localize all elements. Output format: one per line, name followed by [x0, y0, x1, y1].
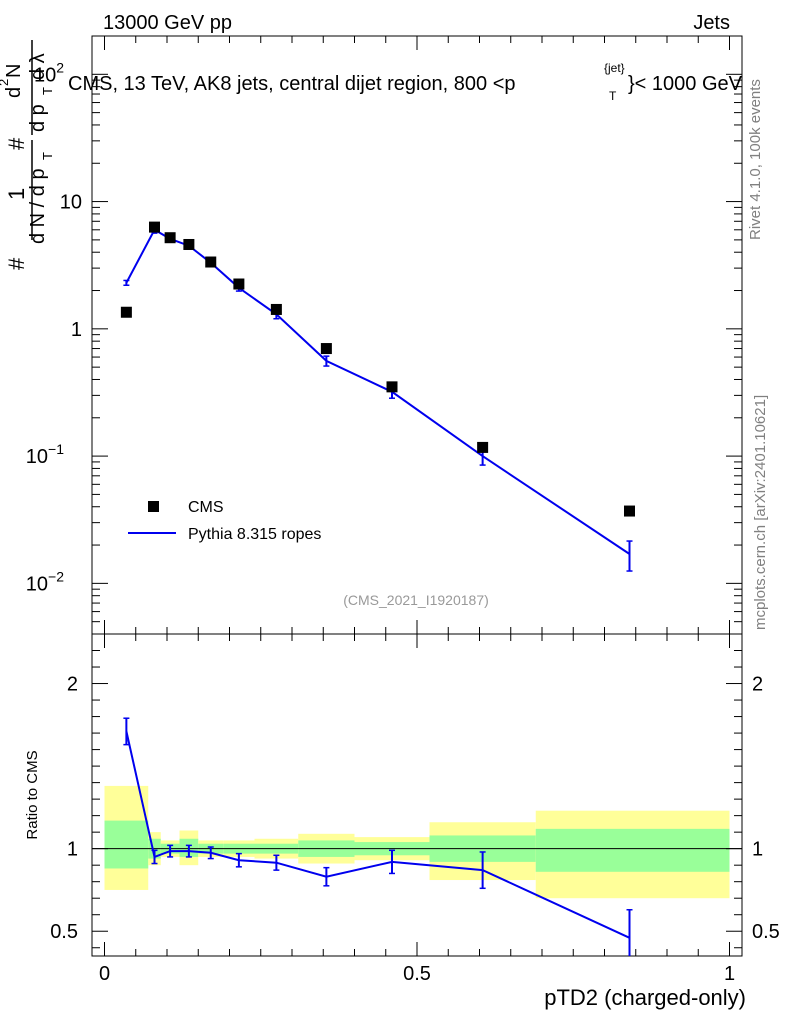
ratio-y-axis: 0.5 0.5 1 1 2 2 — [50, 650, 780, 949]
ratio-inner-band — [535, 828, 730, 872]
legend-cms-marker — [148, 501, 159, 512]
legend-cms-label: CMS — [188, 499, 224, 516]
cms-data-point — [624, 505, 635, 517]
analysis-watermark: (CMS_2021_I1920187) — [343, 592, 489, 608]
cms-data-point — [386, 381, 398, 393]
legend-pythia-label: Pythia 8.315 ropes — [188, 526, 321, 543]
y-label-exponent-2: 2 — [0, 79, 11, 86]
cms-data-point — [477, 441, 489, 453]
header-energy: 13000 GeV pp — [103, 12, 232, 34]
y-tick-label: 1 — [71, 319, 82, 341]
y-tick-label: 10 — [60, 192, 82, 214]
main-plot-panel: 10−2 10−1 1 10 102 # 1 d N / d p T # d 2 N d… — [0, 35, 743, 635]
ratio-y-tick-label-right: 2 — [752, 674, 763, 696]
y-tick-label: 102 — [34, 59, 64, 86]
ratio-y-tick-label-left: 1 — [67, 839, 78, 861]
y-label-dn-dpt: d N / d p — [27, 168, 49, 244]
x-tick-label: 1 — [724, 963, 735, 985]
x-tick-label: 0.5 — [403, 963, 431, 985]
y-label-hash-1: # — [4, 257, 29, 270]
y-label-dlambda: d λ — [27, 53, 49, 80]
ratio-y-tick-label-right: 1 — [752, 839, 763, 861]
plot-title: CMS, 13 TeV, AK8 jets, central dijet reg… — [68, 61, 743, 103]
mcplots-label: mcplots.cern.ch [arXiv:2401.10621] — [752, 395, 769, 630]
y-label-t-sub-1: T — [40, 152, 55, 160]
y-label-t-sub-2: T — [40, 87, 55, 95]
y-label-hash-2: # — [4, 137, 29, 150]
main-y-axis-label: # 1 d N / d p T # d 2 N d p T d λ — [0, 40, 55, 270]
y-label-d2: d — [3, 87, 25, 98]
main-plot-data — [120, 221, 635, 572]
ratio-plot-panel: 0.5 0.51 12 2 0 0.5 1 Ratio to CMS pTD2 (char… — [24, 633, 780, 1010]
ratio-plot-frame — [91, 633, 743, 957]
y-label-one: 1 — [4, 188, 29, 200]
ratio-y-axis-label: Ratio to CMS — [24, 750, 41, 839]
y-label-dp: d p — [27, 104, 49, 132]
cms-data-point — [149, 221, 160, 233]
plot-title-sub: T — [609, 89, 617, 103]
y-tick-label: 10−1 — [26, 441, 64, 468]
main-x-axis — [104, 36, 730, 634]
cms-data-point — [164, 232, 176, 244]
y-label-n: N — [3, 64, 25, 78]
cms-data-point — [270, 303, 282, 315]
ratio-y-tick-label-right: 0.5 — [752, 921, 780, 943]
x-tick-label: 0 — [99, 963, 110, 985]
ratio-y-tick-label-left: 2 — [67, 674, 78, 696]
legend: CMS Pythia 8.315 ropes — [128, 499, 321, 543]
cms-data-point — [183, 238, 195, 250]
ratio-plot-data — [123, 717, 633, 956]
ratio-inner-band — [104, 820, 149, 869]
ratio-y-tick-label-left: 0.5 — [50, 921, 78, 943]
cms-data-point — [320, 343, 332, 355]
ratio-x-axis: 0 0.5 1 — [99, 634, 735, 985]
main-plot-frame — [91, 35, 743, 635]
y-tick-label: 10−2 — [26, 568, 64, 595]
x-axis-label: pTD2 (charged-only) — [544, 985, 746, 1010]
plot-title-post: }< 1000 GeV — [628, 73, 743, 95]
plot-title-pre: CMS, 13 TeV, AK8 jets, central dijet reg… — [68, 73, 516, 95]
header-process: Jets — [693, 12, 730, 34]
cms-data-point — [233, 278, 245, 290]
cms-data-point — [205, 256, 217, 268]
plot-title-sup: {jet} — [604, 61, 625, 75]
rivet-version-label: Rivet 4.1.0, 100k events — [747, 79, 764, 240]
ratio-uncertainty-bands — [92, 785, 742, 899]
cms-data-point — [120, 306, 132, 318]
main-y-axis: 10−2 10−1 1 10 102 — [26, 35, 742, 635]
